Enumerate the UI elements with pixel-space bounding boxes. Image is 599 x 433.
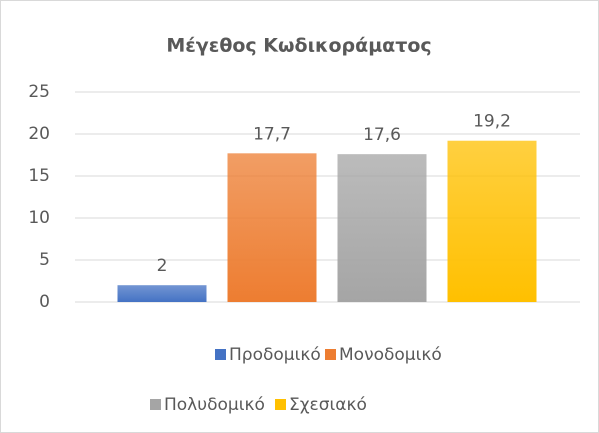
data-label: 2 [157, 256, 168, 276]
y-tick-label: 10 [28, 208, 50, 228]
legend-label: Πολυδομικό [164, 395, 265, 415]
bar [447, 140, 537, 302]
legend-swatch [215, 349, 226, 360]
y-tick-label: 15 [28, 166, 50, 186]
data-label: 17,7 [253, 124, 291, 144]
legend-label: Σχεσιακό [289, 395, 367, 415]
chart-title: Μέγεθος Κωδικοράματος [166, 35, 431, 57]
y-tick-label: 20 [28, 124, 50, 144]
bar [227, 153, 317, 302]
y-tick-label: 0 [39, 292, 50, 312]
legend-label: Μονοδομικό [339, 345, 442, 365]
legend-label: Προδομικό [229, 345, 321, 365]
bar [117, 285, 207, 302]
data-label: 17,6 [363, 125, 401, 145]
y-tick-label: 25 [28, 82, 50, 102]
bar [337, 154, 427, 302]
legend-swatch [325, 349, 336, 360]
data-label: 19,2 [473, 112, 511, 132]
legend-swatch [275, 399, 286, 410]
legend-swatch [150, 399, 161, 410]
y-tick-label: 5 [39, 250, 50, 270]
